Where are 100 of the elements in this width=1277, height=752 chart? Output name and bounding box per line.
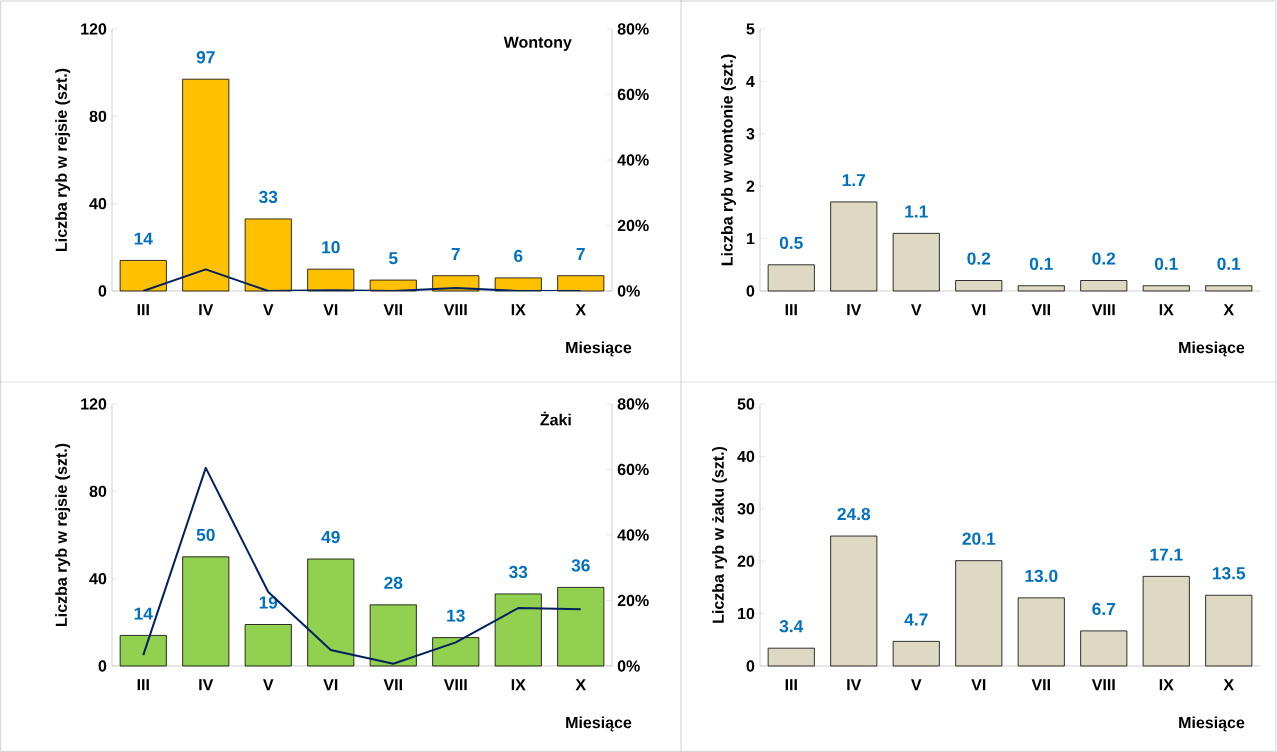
x-axis-title: Miesiące: [1179, 341, 1245, 357]
data-label: 97: [196, 51, 215, 64]
data-label: 14: [134, 607, 153, 620]
x-tick-label: VII: [1031, 679, 1050, 691]
bar: [182, 556, 230, 667]
bar: [557, 586, 605, 667]
bar: [494, 277, 542, 292]
data-label: 7: [576, 247, 585, 260]
data-label: 33: [509, 565, 528, 579]
y-tick-label: 120: [81, 23, 107, 35]
bar: [557, 275, 605, 292]
x-tick-label: X: [575, 679, 586, 691]
y2-tick-label: 80%: [617, 23, 649, 35]
data-label: 49: [321, 530, 340, 544]
data-label: 7: [451, 247, 460, 260]
data-label: 13.5: [1212, 567, 1246, 580]
data-label: 14: [134, 232, 153, 245]
y2-tick-label: 40%: [617, 529, 649, 541]
x-tick-label: VIII: [443, 304, 467, 316]
line-series: [142, 268, 582, 291]
bar: [307, 268, 355, 292]
x-tick-label: III: [785, 304, 797, 316]
data-label: 10: [322, 241, 340, 254]
data-label: 13.0: [1025, 569, 1058, 583]
x-axis-title: Miesiące: [566, 716, 632, 732]
bar: [432, 637, 480, 667]
bar: [182, 78, 230, 292]
bar: [1142, 285, 1190, 292]
bar: [307, 558, 355, 667]
y-axis-title: Liczba ryb w wontonie (szt.): [721, 54, 736, 266]
x-tick-label: VI: [971, 679, 986, 691]
data-label: 1.7: [842, 174, 866, 187]
bar: [494, 593, 542, 667]
bar: [1017, 285, 1065, 292]
data-label: 6: [514, 249, 523, 263]
x-tick-label: IX: [511, 304, 526, 316]
data-label: 1.1: [905, 205, 928, 218]
x-tick-label: X: [1223, 679, 1234, 691]
data-label: 19: [259, 596, 278, 609]
bar: [892, 640, 940, 667]
x-tick-label: V: [911, 304, 922, 316]
y-axis-title: Liczba ryb w rejsie (szt.): [55, 68, 71, 251]
x-tick-label: X: [575, 304, 586, 316]
data-label: 0.1: [1154, 257, 1178, 270]
y-tick-label: 4: [746, 75, 755, 87]
data-label: 6.7: [1092, 602, 1116, 616]
bar: [119, 260, 167, 292]
x-tick-label: VIII: [1091, 679, 1115, 691]
y-tick-label: 50: [737, 398, 755, 410]
bar: [767, 264, 815, 292]
bar: [1080, 630, 1128, 667]
bar: [244, 624, 292, 667]
y2-tick-label: 20%: [617, 219, 649, 232]
x-tick-label: VII: [1031, 304, 1050, 316]
data-label: 3.4: [779, 620, 804, 633]
bar: [369, 604, 417, 667]
y2-tick-label: 40%: [617, 154, 649, 166]
y-tick-label: 3: [746, 128, 755, 140]
bar: [892, 232, 940, 292]
bar: [244, 218, 292, 292]
bar: [119, 635, 167, 667]
x-tick-label: III: [137, 679, 149, 691]
bar: [1080, 280, 1128, 292]
y2-tick-label: 0%: [617, 285, 640, 297]
bar: [1205, 285, 1253, 292]
x-tick-label: V: [263, 679, 274, 691]
y-tick-label: 80: [89, 485, 107, 497]
y-tick-label: 40: [89, 572, 107, 585]
data-label: 4.7: [904, 613, 928, 626]
y-tick-label: 0: [746, 660, 755, 672]
bar: [830, 201, 878, 292]
y-tick-label: 30: [737, 503, 755, 515]
y2-tick-label: 20%: [617, 594, 649, 607]
y-tick-label: 80: [89, 110, 107, 122]
data-label: 5: [388, 252, 398, 265]
x-tick-label: VIII: [1091, 304, 1115, 316]
data-label: 0.1: [1217, 257, 1241, 270]
y-tick-label: 20: [737, 555, 755, 567]
data-label: 24.8: [837, 507, 871, 521]
chart-title: Wontony: [503, 36, 572, 51]
x-tick-label: IX: [1159, 304, 1174, 316]
x-tick-label: VII: [383, 304, 402, 316]
data-label: 0.2: [967, 252, 991, 265]
y-tick-label: 40: [89, 197, 107, 210]
y-tick-label: 5: [746, 23, 755, 35]
y-axis-title: Liczba ryb w rejsie (szt.): [55, 443, 71, 626]
y-tick-label: 40: [737, 450, 755, 463]
y-tick-label: 0: [98, 660, 107, 672]
bar: [767, 647, 815, 667]
x-axis-title: Miesiące: [566, 341, 632, 357]
bar: [830, 535, 878, 667]
x-tick-label: V: [263, 304, 274, 316]
bar: [1017, 597, 1065, 667]
x-tick-label: VI: [323, 304, 338, 316]
y2-tick-label: 60%: [617, 463, 649, 476]
bar: [955, 280, 1003, 292]
y-tick-label: 0: [98, 285, 107, 297]
y2-tick-label: 60%: [617, 88, 649, 101]
x-tick-label: IV: [847, 304, 862, 316]
x-tick-label: VIII: [443, 679, 467, 691]
